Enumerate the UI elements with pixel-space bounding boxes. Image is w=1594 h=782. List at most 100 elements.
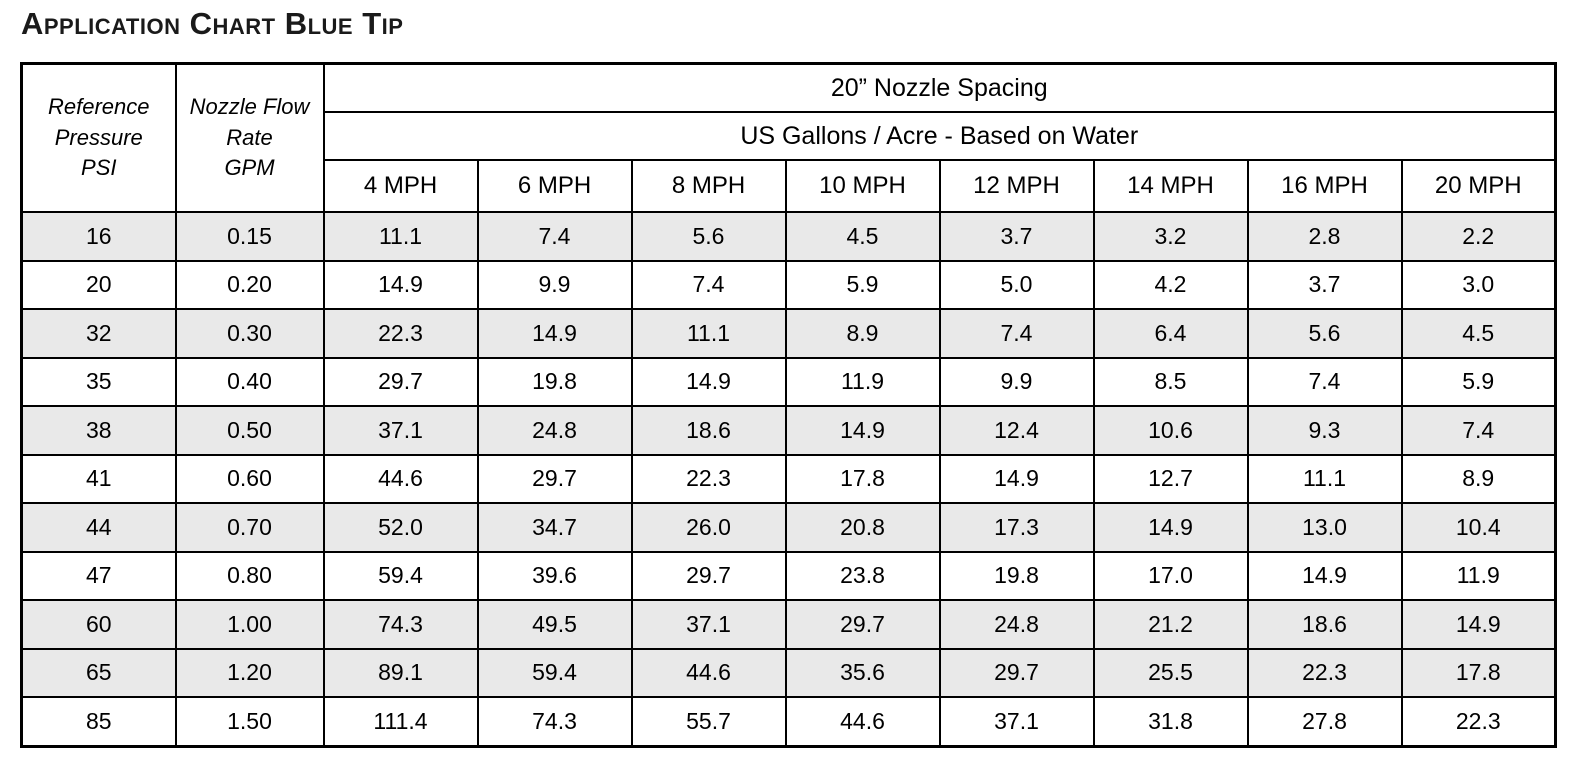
gpa-value-cell: 13.0 bbox=[1246, 502, 1403, 553]
psi-cell: 65 bbox=[20, 647, 177, 698]
gpa-value-cell: 7.4 bbox=[476, 211, 633, 262]
gpa-value-cell: 14.9 bbox=[784, 405, 941, 456]
gpa-value-cell: 22.3 bbox=[322, 308, 479, 359]
psi-cell: 35 bbox=[20, 356, 177, 407]
gpa-value-cell: 3.2 bbox=[1092, 211, 1249, 262]
gpa-value-cell: 89.1 bbox=[322, 647, 479, 698]
gpa-value-cell: 8.5 bbox=[1092, 356, 1249, 407]
gpa-value-cell: 37.1 bbox=[630, 599, 787, 650]
gpa-value-cell: 6.4 bbox=[1092, 308, 1249, 359]
speed-header-6mph: 6 MPH bbox=[476, 159, 633, 213]
speed-header-14mph: 14 MPH bbox=[1092, 159, 1249, 213]
gpa-value-cell: 5.0 bbox=[938, 259, 1095, 310]
table-row: 16 0.15 11.1 7.4 5.6 4.5 3.7 3.2 2.8 2.2 bbox=[20, 211, 1557, 262]
gpa-value-cell: 14.9 bbox=[322, 259, 479, 310]
gpa-value-cell: 74.3 bbox=[476, 696, 633, 747]
gpa-value-cell: 37.1 bbox=[322, 405, 479, 456]
gpa-value-cell: 11.9 bbox=[1400, 550, 1557, 601]
gpa-value-cell: 17.8 bbox=[1400, 647, 1557, 698]
speed-header-4mph: 4 MPH bbox=[322, 159, 479, 213]
gpa-value-cell: 5.9 bbox=[1400, 356, 1557, 407]
gpa-value-cell: 27.8 bbox=[1246, 696, 1403, 747]
gpa-value-cell: 29.7 bbox=[322, 356, 479, 407]
table-row: 32 0.30 22.3 14.9 11.1 8.9 7.4 6.4 5.6 4.5 bbox=[20, 308, 1557, 359]
gpa-value-cell: 23.8 bbox=[784, 550, 941, 601]
gpa-value-cell: 22.3 bbox=[630, 453, 787, 504]
gpa-value-cell: 5.9 bbox=[784, 259, 941, 310]
gpm-cell: 1.00 bbox=[174, 599, 325, 650]
gpa-value-cell: 2.2 bbox=[1400, 211, 1557, 262]
gpa-value-cell: 18.6 bbox=[630, 405, 787, 456]
gpa-value-cell: 5.6 bbox=[1246, 308, 1403, 359]
table-row: 65 1.20 89.1 59.4 44.6 35.6 29.7 25.5 22.3 17.8 bbox=[20, 647, 1557, 698]
table-row: 41 0.60 44.6 29.7 22.3 17.8 14.9 12.7 11.1 8.9 bbox=[20, 453, 1557, 504]
gpa-value-cell: 25.5 bbox=[1092, 647, 1249, 698]
gpm-cell: 0.80 bbox=[174, 550, 325, 601]
gpa-value-cell: 4.5 bbox=[784, 211, 941, 262]
gpa-value-cell: 9.9 bbox=[938, 356, 1095, 407]
gpa-value-cell: 17.8 bbox=[784, 453, 941, 504]
table-header: Reference Pressure PSI Nozzle Flow Rate … bbox=[20, 62, 1557, 213]
gpa-value-cell: 3.0 bbox=[1400, 259, 1557, 310]
gpa-value-cell: 14.9 bbox=[1092, 502, 1249, 553]
gpa-value-cell: 17.3 bbox=[938, 502, 1095, 553]
gpa-value-cell: 59.4 bbox=[476, 647, 633, 698]
gpa-value-cell: 19.8 bbox=[476, 356, 633, 407]
gpa-value-cell: 11.1 bbox=[630, 308, 787, 359]
gpa-value-cell: 5.6 bbox=[630, 211, 787, 262]
gpa-value-cell: 29.7 bbox=[938, 647, 1095, 698]
gpa-value-cell: 49.5 bbox=[476, 599, 633, 650]
page-title: Application Chart Blue Tip bbox=[21, 6, 404, 41]
gpa-value-cell: 44.6 bbox=[322, 453, 479, 504]
gpa-value-cell: 9.3 bbox=[1246, 405, 1403, 456]
header-row-2: US Gallons / Acre - Based on Water bbox=[22, 111, 1557, 161]
psi-cell: 44 bbox=[20, 502, 177, 553]
table-row: 35 0.40 29.7 19.8 14.9 11.9 9.9 8.5 7.4 5.9 bbox=[20, 356, 1557, 407]
psi-cell: 47 bbox=[20, 550, 177, 601]
gpa-value-cell: 8.9 bbox=[784, 308, 941, 359]
gpm-cell: 0.20 bbox=[174, 259, 325, 310]
gpa-value-cell: 14.9 bbox=[938, 453, 1095, 504]
gpa-value-cell: 111.4 bbox=[322, 696, 479, 747]
gpa-value-cell: 20.8 bbox=[784, 502, 941, 553]
table-row: 20 0.20 14.9 9.9 7.4 5.9 5.0 4.2 3.7 3.0 bbox=[20, 259, 1557, 310]
speed-header-16mph: 16 MPH bbox=[1246, 159, 1403, 213]
gpa-value-cell: 31.8 bbox=[1092, 696, 1249, 747]
gpa-value-cell: 12.7 bbox=[1092, 453, 1249, 504]
application-chart-table: Reference Pressure PSI Nozzle Flow Rate … bbox=[20, 62, 1557, 748]
gpa-value-cell: 24.8 bbox=[938, 599, 1095, 650]
header-row-1: Reference Pressure PSI Nozzle Flow Rate … bbox=[20, 62, 1557, 213]
gpa-value-cell: 29.7 bbox=[784, 599, 941, 650]
gpa-value-cell: 3.7 bbox=[1246, 259, 1403, 310]
psi-cell: 41 bbox=[20, 453, 177, 504]
gpa-value-cell: 18.6 bbox=[1246, 599, 1403, 650]
gpa-value-cell: 4.5 bbox=[1400, 308, 1557, 359]
speed-header-12mph: 12 MPH bbox=[938, 159, 1095, 213]
gpm-cell: 1.50 bbox=[174, 696, 325, 747]
gpa-value-cell: 10.6 bbox=[1092, 405, 1249, 456]
psi-cell: 32 bbox=[20, 308, 177, 359]
gpa-value-cell: 10.4 bbox=[1400, 502, 1557, 553]
gpa-value-cell: 14.9 bbox=[630, 356, 787, 407]
gpa-value-cell: 11.9 bbox=[784, 356, 941, 407]
gpm-cell: 0.15 bbox=[174, 211, 325, 262]
table-body: 16 0.15 11.1 7.4 5.6 4.5 3.7 3.2 2.8 2.2 20 0.20 14.… bbox=[20, 211, 1557, 747]
gpa-value-cell: 26.0 bbox=[630, 502, 787, 553]
table-row: 44 0.70 52.0 34.7 26.0 20.8 17.3 14.9 13.0 10.4 bbox=[20, 502, 1557, 553]
gpa-value-cell: 3.7 bbox=[938, 211, 1095, 262]
psi-cell: 20 bbox=[20, 259, 177, 310]
table-row: 47 0.80 59.4 39.6 29.7 23.8 19.8 17.0 14.9 11.9 bbox=[20, 550, 1557, 601]
gpa-value-cell: 52.0 bbox=[322, 502, 479, 553]
gpm-cell: 1.20 bbox=[174, 647, 325, 698]
table-row: 38 0.50 37.1 24.8 18.6 14.9 12.4 10.6 9.3 7.4 bbox=[20, 405, 1557, 456]
gpa-value-cell: 12.4 bbox=[938, 405, 1095, 456]
gpa-value-cell: 2.8 bbox=[1246, 211, 1403, 262]
col-header-reference-pressure: Reference Pressure PSI bbox=[20, 62, 177, 213]
gpa-value-cell: 29.7 bbox=[630, 550, 787, 601]
gpa-value-cell: 37.1 bbox=[938, 696, 1095, 747]
gpa-value-cell: 74.3 bbox=[322, 599, 479, 650]
gallons-per-acre-header: US Gallons / Acre - Based on Water bbox=[322, 111, 1557, 161]
gpa-value-cell: 44.6 bbox=[784, 696, 941, 747]
gpa-value-cell: 4.2 bbox=[1092, 259, 1249, 310]
gpa-value-cell: 29.7 bbox=[476, 453, 633, 504]
